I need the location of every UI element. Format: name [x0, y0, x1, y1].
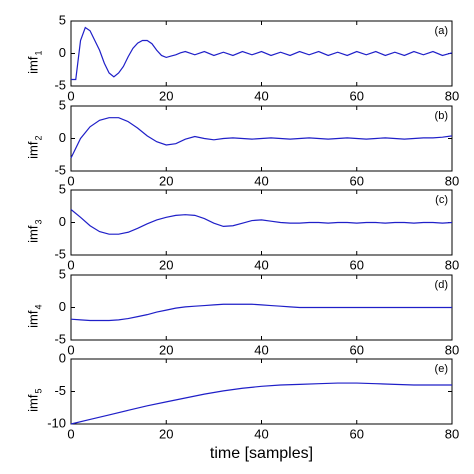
x-tick-label: 80 — [445, 88, 459, 103]
annotation: (b) — [435, 110, 448, 122]
x-tick-label: 0 — [67, 173, 74, 188]
x-tick-label: 20 — [159, 257, 173, 272]
y-tick-label: 0 — [59, 214, 66, 229]
y-label-text: imf — [25, 225, 40, 243]
y-tick-label: 5 — [59, 12, 66, 27]
y-tick-label: 5 — [59, 181, 66, 196]
x-tick-label: 80 — [445, 426, 459, 441]
line-series — [70, 209, 453, 235]
y-tick-label: 5 — [59, 266, 66, 281]
y-tick-label: 0 — [59, 350, 66, 365]
plot-frame — [70, 358, 453, 425]
x-tick-label: 20 — [159, 173, 173, 188]
x-tick-label: 40 — [254, 257, 268, 272]
y-tick-label: -5 — [54, 246, 66, 261]
y-tick-label: 0 — [59, 45, 66, 60]
plot-frame — [70, 20, 453, 87]
y-label-sub: 5 — [33, 388, 43, 393]
y-tick-label: 0 — [59, 299, 66, 314]
x-tick-label: 80 — [445, 342, 459, 357]
y-tick-label: 0 — [59, 130, 66, 145]
y-label-sub: 2 — [33, 135, 43, 140]
x-tick-label: 80 — [445, 173, 459, 188]
x-tick-label: 0 — [67, 257, 74, 272]
annotation: (e) — [435, 363, 448, 375]
x-label: time [samples] — [210, 445, 313, 462]
y-tick-label: -5 — [54, 383, 66, 398]
x-tick-label: 0 — [67, 88, 74, 103]
x-tick-label: 60 — [350, 88, 364, 103]
x-tick-label: 60 — [350, 173, 364, 188]
y-tick-label: -5 — [54, 162, 66, 177]
x-tick-label: 20 — [159, 426, 173, 441]
y-tick-label: 5 — [59, 97, 66, 112]
y-label-text: imf — [25, 310, 40, 328]
y-label-sub: 4 — [33, 304, 43, 309]
line-series — [70, 382, 452, 425]
annotation: (a) — [435, 25, 448, 37]
x-tick-label: 40 — [254, 173, 268, 188]
x-tick-label: 60 — [350, 342, 364, 357]
x-tick-label: 60 — [350, 426, 364, 441]
y-label-sub: 3 — [33, 219, 43, 224]
annotation: (c) — [435, 194, 448, 206]
y-label-text: imf — [25, 141, 40, 159]
line-series — [70, 117, 453, 159]
y-tick-label: -5 — [54, 77, 66, 92]
y-label-text: imf — [25, 56, 40, 74]
x-tick-label: 40 — [254, 342, 268, 357]
line-series — [70, 303, 452, 322]
x-tick-label: 0 — [67, 426, 74, 441]
x-tick-label: 0 — [67, 342, 74, 357]
y-tick-label: -10 — [47, 415, 66, 430]
annotation: (d) — [435, 279, 448, 291]
x-tick-label: 60 — [350, 257, 364, 272]
y-label-text: imf — [25, 394, 40, 412]
x-tick-label: 20 — [159, 88, 173, 103]
y-tick-label: -5 — [54, 331, 66, 346]
x-tick-label: 40 — [254, 426, 268, 441]
line-series — [71, 26, 453, 81]
x-tick-label: 20 — [159, 342, 173, 357]
x-tick-label: 40 — [254, 88, 268, 103]
x-tick-label: 80 — [445, 257, 459, 272]
y-label-sub: 1 — [33, 50, 43, 55]
